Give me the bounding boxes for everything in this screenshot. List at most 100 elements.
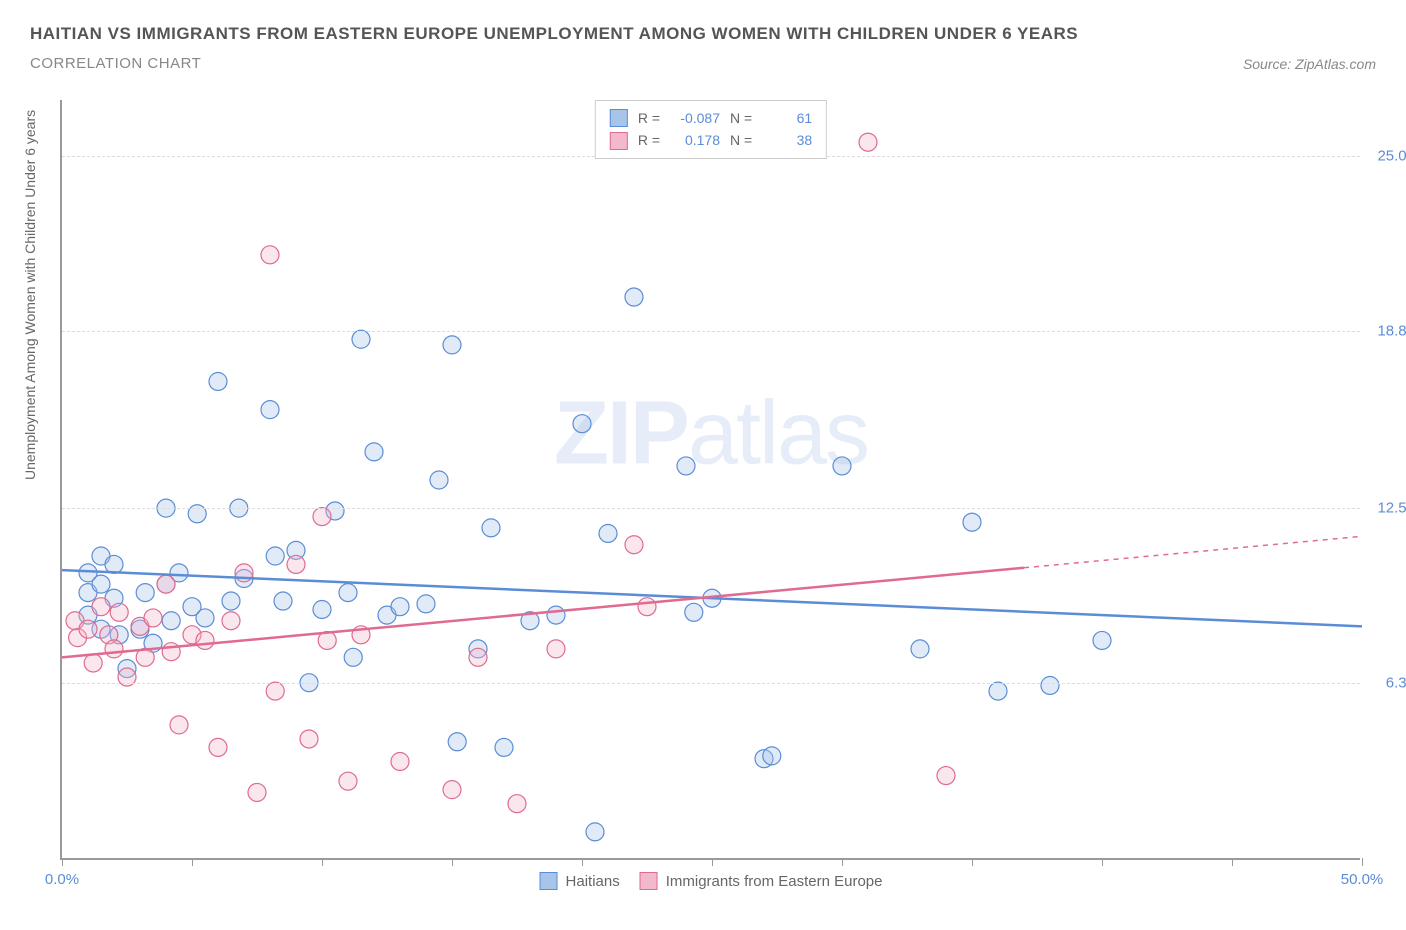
data-point[interactable] xyxy=(261,246,279,264)
data-point[interactable] xyxy=(482,519,500,537)
grid-line xyxy=(62,508,1360,509)
data-point[interactable] xyxy=(469,648,487,666)
swatch-eastern-europe xyxy=(610,132,628,150)
x-tick xyxy=(62,858,63,866)
data-point[interactable] xyxy=(261,401,279,419)
data-point[interactable] xyxy=(625,536,643,554)
data-point[interactable] xyxy=(222,612,240,630)
scatter-chart: ZIPatlas R =-0.087 N =61 R =0.178 N =38 … xyxy=(60,100,1360,860)
data-point[interactable] xyxy=(443,781,461,799)
data-point[interactable] xyxy=(339,772,357,790)
data-point[interactable] xyxy=(84,654,102,672)
data-point[interactable] xyxy=(573,415,591,433)
data-point[interactable] xyxy=(859,133,877,151)
data-point[interactable] xyxy=(300,730,318,748)
data-point[interactable] xyxy=(274,592,292,610)
y-tick-label: 18.8% xyxy=(1377,322,1406,339)
data-point[interactable] xyxy=(287,555,305,573)
data-point[interactable] xyxy=(144,609,162,627)
data-point[interactable] xyxy=(547,640,565,658)
legend-label: Haitians xyxy=(566,873,620,890)
grid-line xyxy=(62,683,1360,684)
data-point[interactable] xyxy=(391,598,409,616)
data-point[interactable] xyxy=(162,612,180,630)
data-point[interactable] xyxy=(586,823,604,841)
x-tick xyxy=(1362,858,1363,866)
x-tick xyxy=(712,858,713,866)
legend-row-haitians: R =-0.087 N =61 xyxy=(610,107,812,129)
data-point[interactable] xyxy=(937,767,955,785)
x-tick xyxy=(192,858,193,866)
data-point[interactable] xyxy=(599,524,617,542)
x-tick xyxy=(452,858,453,866)
x-tick-label: 0.0% xyxy=(45,871,79,888)
x-tick xyxy=(1102,858,1103,866)
data-point[interactable] xyxy=(222,592,240,610)
data-point[interactable] xyxy=(79,620,97,638)
grid-line xyxy=(62,331,1360,332)
data-point[interactable] xyxy=(110,603,128,621)
x-tick xyxy=(582,858,583,866)
trend-line xyxy=(62,570,1362,626)
data-point[interactable] xyxy=(963,513,981,531)
source-attribution: Source: ZipAtlas.com xyxy=(1243,56,1376,72)
data-point[interactable] xyxy=(1041,676,1059,694)
legend-item-haitians[interactable]: Haitians xyxy=(540,872,620,890)
x-tick xyxy=(322,858,323,866)
data-point[interactable] xyxy=(136,584,154,602)
data-point[interactable] xyxy=(170,716,188,734)
data-point[interactable] xyxy=(833,457,851,475)
x-tick xyxy=(1232,858,1233,866)
x-tick xyxy=(972,858,973,866)
data-point[interactable] xyxy=(352,330,370,348)
data-point[interactable] xyxy=(989,682,1007,700)
data-point[interactable] xyxy=(313,508,331,526)
data-point[interactable] xyxy=(157,575,175,593)
data-point[interactable] xyxy=(547,606,565,624)
y-axis-label: Unemployment Among Women with Children U… xyxy=(22,110,38,480)
correlation-legend: R =-0.087 N =61 R =0.178 N =38 xyxy=(595,100,827,159)
data-point[interactable] xyxy=(391,752,409,770)
data-point[interactable] xyxy=(92,575,110,593)
data-point[interactable] xyxy=(911,640,929,658)
data-point[interactable] xyxy=(266,547,284,565)
data-point[interactable] xyxy=(266,682,284,700)
data-point[interactable] xyxy=(196,609,214,627)
series-legend: Haitians Immigrants from Eastern Europe xyxy=(540,872,883,890)
data-point[interactable] xyxy=(685,603,703,621)
data-point[interactable] xyxy=(339,584,357,602)
x-tick-label: 50.0% xyxy=(1341,871,1384,888)
swatch-haitians-bottom xyxy=(540,872,558,890)
legend-item-eastern-europe[interactable]: Immigrants from Eastern Europe xyxy=(640,872,883,890)
data-point[interactable] xyxy=(443,336,461,354)
data-point[interactable] xyxy=(508,795,526,813)
plot-svg xyxy=(62,100,1360,858)
data-point[interactable] xyxy=(625,288,643,306)
data-point[interactable] xyxy=(248,783,266,801)
data-point[interactable] xyxy=(365,443,383,461)
legend-label: Immigrants from Eastern Europe xyxy=(666,873,883,890)
data-point[interactable] xyxy=(92,598,110,616)
trend-line-dashed xyxy=(1024,536,1362,567)
chart-title: HAITIAN VS IMMIGRANTS FROM EASTERN EUROP… xyxy=(30,20,1376,47)
data-point[interactable] xyxy=(448,733,466,751)
data-point[interactable] xyxy=(209,372,227,390)
data-point[interactable] xyxy=(313,600,331,618)
data-point[interactable] xyxy=(638,598,656,616)
data-point[interactable] xyxy=(763,747,781,765)
data-point[interactable] xyxy=(209,738,227,756)
data-point[interactable] xyxy=(1093,631,1111,649)
y-tick-label: 12.5% xyxy=(1377,500,1406,517)
data-point[interactable] xyxy=(105,640,123,658)
y-tick-label: 6.3% xyxy=(1386,674,1406,691)
swatch-haitians xyxy=(610,109,628,127)
data-point[interactable] xyxy=(495,738,513,756)
data-point[interactable] xyxy=(677,457,695,475)
data-point[interactable] xyxy=(344,648,362,666)
data-point[interactable] xyxy=(430,471,448,489)
y-tick-label: 25.0% xyxy=(1377,148,1406,165)
data-point[interactable] xyxy=(105,555,123,573)
data-point[interactable] xyxy=(417,595,435,613)
chart-subtitle: CORRELATION CHART xyxy=(30,55,201,72)
data-point[interactable] xyxy=(196,631,214,649)
